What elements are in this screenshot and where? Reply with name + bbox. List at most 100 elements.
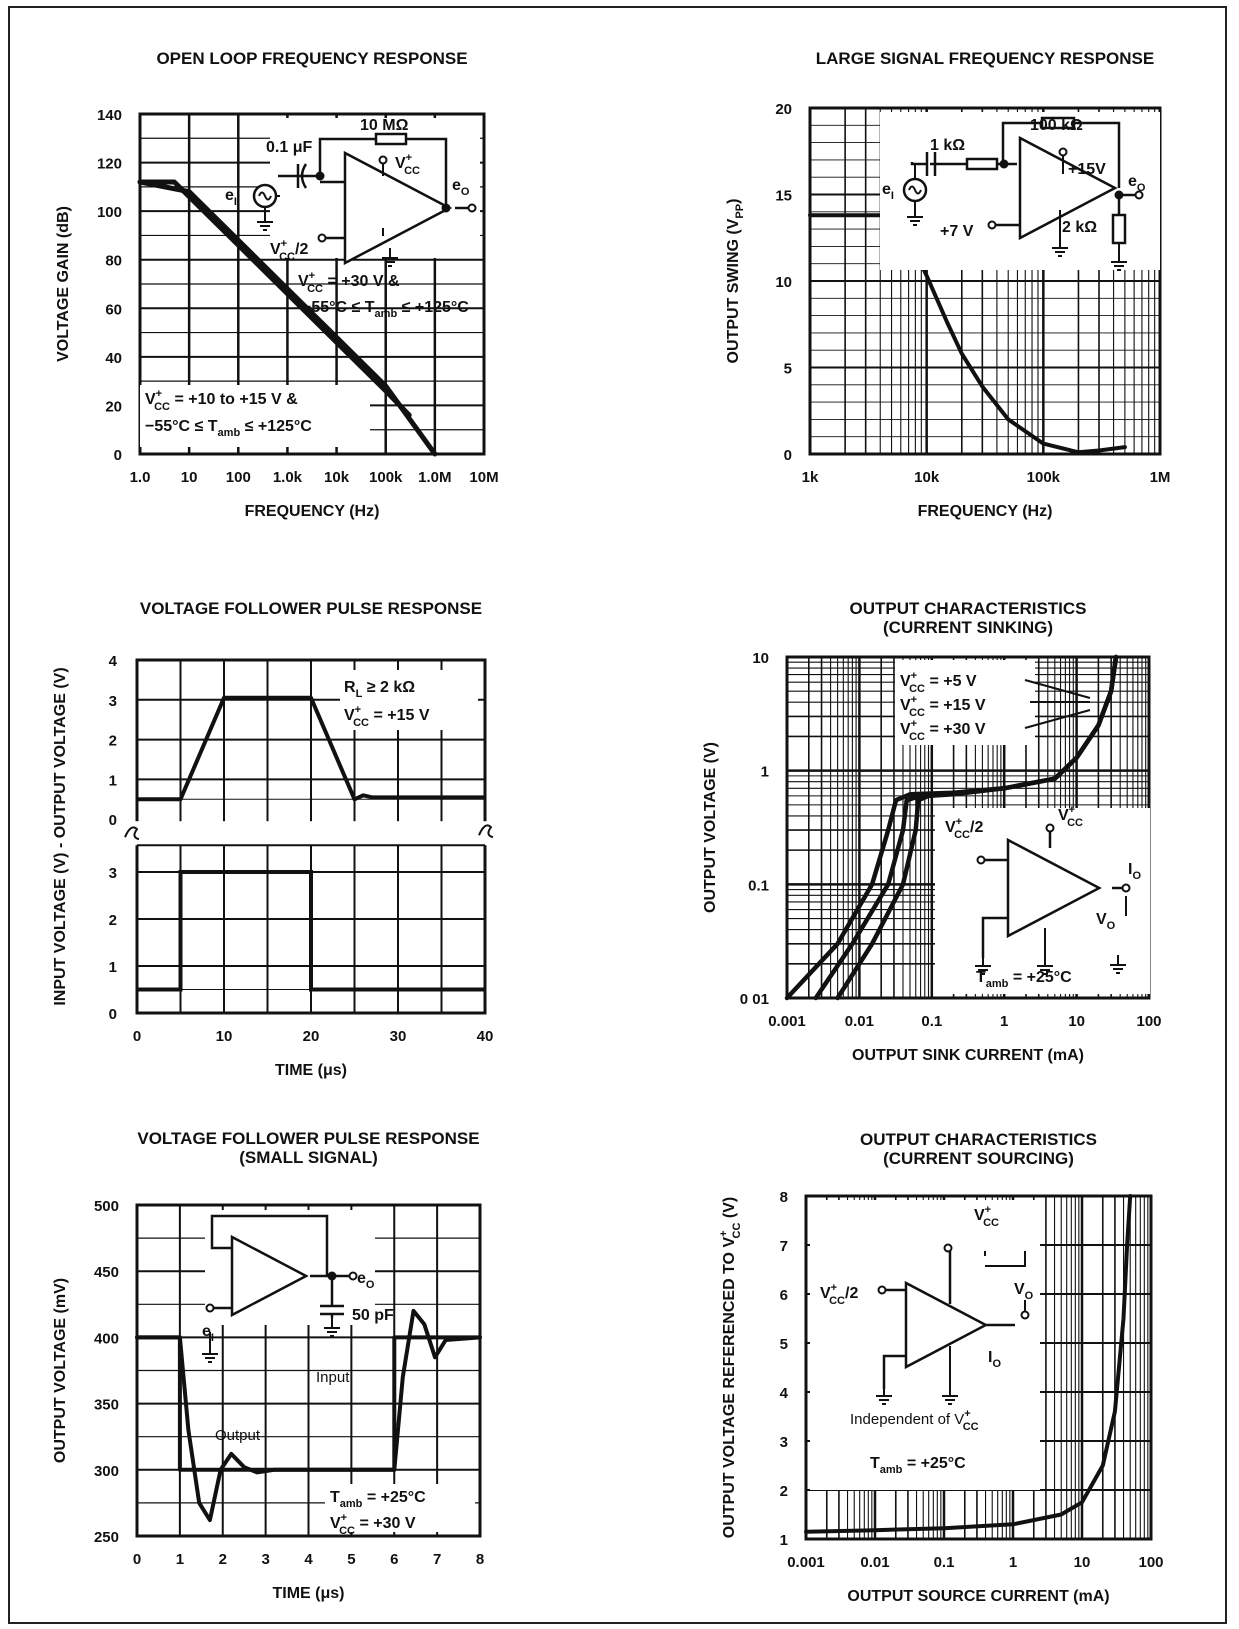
annotation: 100 kΩ xyxy=(1030,117,1083,134)
circuit-wire xyxy=(318,137,448,208)
x-tick-label: 10k xyxy=(914,469,940,486)
circuit-wire xyxy=(907,207,923,226)
resistor-symbol xyxy=(374,132,408,146)
annotation: V+ CC = +15 V xyxy=(344,704,430,729)
annotation: Tamb = +25°C xyxy=(870,1455,966,1476)
chart-vfprss: VOLTAGE FOLLOWER PULSE RESPONSE(SMALL SI… xyxy=(52,1129,484,1602)
annotation: eI xyxy=(882,181,894,202)
chart-vfpr: VOLTAGE FOLLOWER PULSE RESPONSE012340123… xyxy=(52,599,493,1079)
y-axis-label: OUTPUT VOLTAGE (mV) xyxy=(52,1278,69,1463)
terminal xyxy=(943,1243,953,1253)
annotation: V+ CC = +30 V xyxy=(330,1512,416,1537)
y-tick-label: 0 xyxy=(109,812,117,829)
y-tick-label: 10 xyxy=(775,274,792,291)
x-axis-label: OUTPUT SINK CURRENT (mA) xyxy=(852,1047,1084,1064)
annotation: V+ CC = +5 V xyxy=(900,670,977,695)
circuit-wire xyxy=(942,1386,958,1405)
terminal xyxy=(1045,823,1055,833)
circuit-wire xyxy=(1110,955,1126,974)
y-tick-label: 2 xyxy=(780,1483,788,1500)
circuit-wire xyxy=(257,212,273,231)
x-tick-label: 8 xyxy=(476,1551,484,1568)
circuit-wire xyxy=(1111,252,1127,271)
annotation: V+ CC/2 xyxy=(945,816,983,841)
circuit-open-loop: 10 MΩ 0.1 μF V+ CC eO eI V+ CC/2 V+ CC = +30 V & −… xyxy=(140,117,480,447)
annotation: Output xyxy=(215,1427,261,1444)
terminal xyxy=(1134,190,1144,200)
y-tick-label: 450 xyxy=(94,1264,119,1281)
y-tick-label: 5 xyxy=(784,361,792,378)
y-tick-label: 1 xyxy=(780,1532,788,1549)
x-tick-label: 10k xyxy=(324,469,350,486)
y-tick-label: 3 xyxy=(109,693,117,710)
annotation-background xyxy=(340,670,478,730)
circuit-wire xyxy=(876,1386,892,1405)
annotation: 0.1 μF xyxy=(266,139,312,156)
y-tick-label: 3 xyxy=(109,865,117,882)
annotation: Tamb = +25°C xyxy=(330,1489,426,1510)
x-tick-label: 10 xyxy=(1068,1013,1085,1030)
x-tick-label: 1.0k xyxy=(273,469,303,486)
x-tick-label: 100 xyxy=(226,469,251,486)
annotation: +15V xyxy=(1068,161,1106,178)
y-tick-label: 300 xyxy=(94,1463,119,1480)
y-tick-label: 1 xyxy=(109,959,117,976)
annotation: VO xyxy=(1096,911,1116,932)
y-tick-label: 5 xyxy=(780,1336,788,1353)
x-tick-label: 0 xyxy=(133,1028,141,1045)
y-tick-label: 140 xyxy=(97,107,122,124)
x-tick-label: 0.01 xyxy=(845,1013,874,1030)
x-tick-label: 1.0M xyxy=(418,469,451,486)
y-tick-label: 8 xyxy=(780,1189,788,1206)
annotation: V+ CC = +10 to +15 V & xyxy=(145,388,298,413)
y-tick-label: 100 xyxy=(97,204,122,221)
y-tick-label: 2 xyxy=(109,733,117,750)
circuit-wire xyxy=(910,152,937,176)
annotation: eO xyxy=(452,177,470,198)
series-line xyxy=(135,1308,482,1523)
circuit-small-signal: eO eI 50 pF Input Output Tamb = +25°CV+ CC = +… xyxy=(202,1210,475,1537)
annotation: 50 pF xyxy=(352,1307,394,1324)
terminal xyxy=(987,220,997,230)
y-tick-label: 6 xyxy=(780,1287,788,1304)
circuit-wire xyxy=(882,1251,1015,1389)
x-tick-label: 2 xyxy=(219,1551,227,1568)
annotation: V+ CC xyxy=(1058,804,1083,829)
annotation: V+ CC/2 xyxy=(820,1282,858,1307)
y-tick-label: 250 xyxy=(94,1529,119,1546)
opamp-symbol xyxy=(1018,135,1118,241)
y-tick-label: 4 xyxy=(780,1385,789,1402)
y-tick-label: 3 xyxy=(780,1434,788,1451)
annotation-background xyxy=(895,660,1035,745)
annotation: eO xyxy=(357,1270,375,1291)
annotation-group: RL ≥ 2 kΩ V+ CC = +15 V xyxy=(340,670,478,730)
chart-subtitle: (CURRENT SINKING) xyxy=(883,618,1053,637)
circuit-wire xyxy=(258,191,272,201)
terminal xyxy=(467,203,477,213)
page-border xyxy=(8,6,1227,1624)
y-tick-label: 1 xyxy=(109,772,117,789)
x-tick-label: 0 xyxy=(133,1551,141,1568)
chart-title: VOLTAGE FOLLOWER PULSE RESPONSE xyxy=(140,599,482,618)
annotation: IO xyxy=(1128,861,1141,882)
circuit-wire xyxy=(202,1344,218,1363)
annotation: eI xyxy=(202,1323,214,1344)
chart-title: OPEN LOOP FREQUENCY RESPONSE xyxy=(156,49,467,68)
terminal xyxy=(1020,1310,1030,1320)
y-axis-label: INPUT VOLTAGE (V) - OUTPUT VOLTAGE (V) xyxy=(52,667,69,1005)
annotation: V+ CC = +15 V xyxy=(900,694,986,719)
x-tick-label: 30 xyxy=(390,1028,407,1045)
y-tick-label: 20 xyxy=(105,398,122,415)
x-axis-label: TIME (μs) xyxy=(272,1585,344,1602)
circuit-current-sinking: V+ CC = +5 VV+ CC = +15 VV+ CC = +30 V V+ CC/… xyxy=(895,660,1150,994)
y-tick-label: 15 xyxy=(775,188,792,205)
y-tick-label: 10 xyxy=(752,650,769,667)
series-line-input xyxy=(137,870,485,992)
junction-dot xyxy=(441,203,451,213)
x-tick-label: 100 xyxy=(1138,1554,1163,1571)
resistor-symbol xyxy=(1111,213,1127,245)
circuit-wire xyxy=(382,248,398,267)
x-tick-label: 5 xyxy=(347,1551,355,1568)
